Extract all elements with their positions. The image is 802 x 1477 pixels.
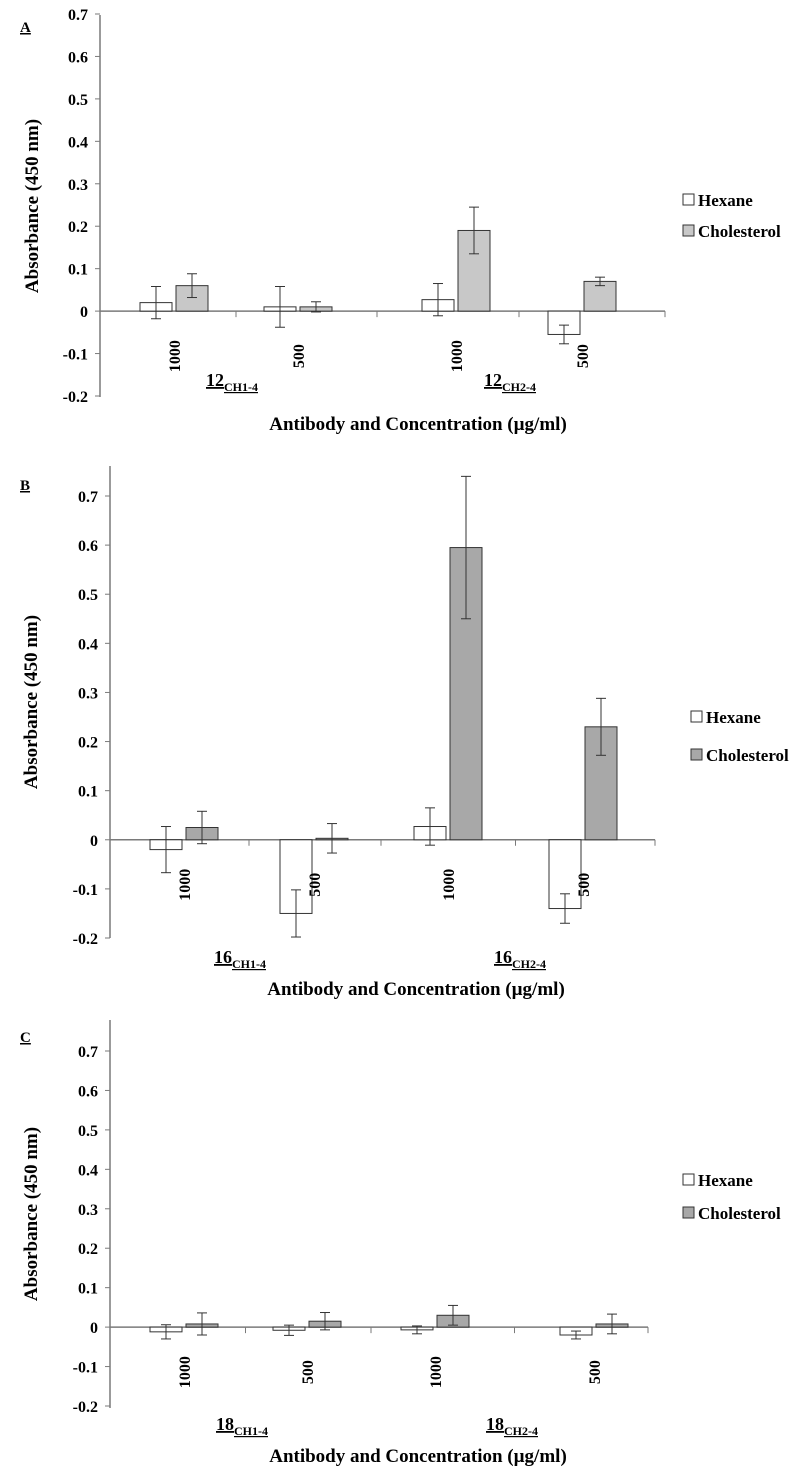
x-category-label: 1000 xyxy=(177,1356,194,1388)
group-label-sub: CH1-4 xyxy=(224,380,258,394)
y-tick-label: 0.2 xyxy=(78,735,98,752)
group-label-sub: CH1-4 xyxy=(234,1424,268,1438)
y-axis-title: Absorbance (450 nm) xyxy=(21,1127,42,1301)
y-tick-label: 0.5 xyxy=(68,92,88,109)
group-label-main: 16 xyxy=(494,947,512,967)
legend-label-cholesterol: Cholesterol xyxy=(698,1204,781,1223)
group-label-sub: CH2-4 xyxy=(504,1424,538,1438)
group-label-main: 12 xyxy=(484,370,502,390)
legend-label-hexane: Hexane xyxy=(698,191,753,210)
group-label-sub: CH2-4 xyxy=(512,957,546,971)
panel-letter: C xyxy=(20,1030,31,1046)
y-tick-label: 0.5 xyxy=(78,1123,98,1140)
x-category-label: 500 xyxy=(587,1360,604,1384)
y-tick-label: 0 xyxy=(90,833,98,850)
group-label: 18CH1-4 xyxy=(216,1414,268,1438)
y-tick-label: 0 xyxy=(80,304,88,321)
y-tick-label: 0.1 xyxy=(78,784,98,801)
x-category-label: 1000 xyxy=(441,869,458,901)
legend-swatch-hexane xyxy=(682,1173,695,1186)
x-category-label: 500 xyxy=(575,344,592,368)
x-category-label: 500 xyxy=(291,344,308,368)
y-tick-label: 0.7 xyxy=(78,489,98,506)
y-tick-label: 0.3 xyxy=(78,685,98,702)
legend-swatch-cholesterol xyxy=(690,748,703,761)
y-tick-label: 0.4 xyxy=(78,1162,98,1179)
y-tick-label: 0.7 xyxy=(68,7,88,24)
panel-letter: A xyxy=(20,20,31,36)
y-tick-label: -0.1 xyxy=(73,882,98,899)
group-label-sub: CH2-4 xyxy=(502,380,536,394)
legend-label-cholesterol: Cholesterol xyxy=(706,746,789,765)
group-label-main: 18 xyxy=(486,1414,504,1434)
legend-swatch-hexane xyxy=(690,710,703,723)
x-axis-title: Antibody and Concentration (µg/ml) xyxy=(269,414,567,435)
group-label: 16CH1-4 xyxy=(214,947,266,971)
y-tick-label: 0.5 xyxy=(78,587,98,604)
legend-swatch-cholesterol xyxy=(682,1206,695,1219)
x-category-label: 1000 xyxy=(428,1356,445,1388)
chart-panel-a: A 0.7 0.6 0.5 0.4 0.3 0.2 0.1 0 -0.1 -0.2 Absorbanc… xyxy=(20,7,781,435)
group-label-main: 12 xyxy=(206,370,224,390)
y-tick-label: 0.2 xyxy=(68,219,88,236)
chart-panel-b: B 0.7 0.6 0.5 0.4 0.3 0.2 0.1 0 -0.1 -0.2 Absorbanc… xyxy=(20,466,789,1000)
group-label: 12CH2-4 xyxy=(484,370,536,394)
y-tick-label: 0.6 xyxy=(68,49,88,66)
chart-panel-c: C 0.7 0.6 0.5 0.4 0.3 0.2 0.1 0 -0.1 -0.2 Absorbanc… xyxy=(20,1020,781,1467)
y-tick-label: -0.2 xyxy=(73,931,98,948)
y-tick-label: 0.1 xyxy=(78,1281,98,1298)
group-label: 12CH1-4 xyxy=(206,370,258,394)
legend-swatch-hexane xyxy=(682,193,695,206)
x-category-label: 1000 xyxy=(167,340,184,372)
y-axis-title: Absorbance (450 nm) xyxy=(21,615,42,789)
x-category-label: 1000 xyxy=(177,869,194,901)
group-label: 16CH2-4 xyxy=(494,947,546,971)
x-category-label: 500 xyxy=(307,873,324,897)
x-category-label: 500 xyxy=(300,1360,317,1384)
group-label: 18CH2-4 xyxy=(486,1414,538,1438)
y-axis-title: Absorbance (450 nm) xyxy=(22,119,43,293)
x-axis-title: Antibody and Concentration (µg/ml) xyxy=(269,1446,567,1467)
y-tick-label: -0.2 xyxy=(63,389,88,406)
legend-label-cholesterol: Cholesterol xyxy=(698,222,781,241)
legend-label-hexane: Hexane xyxy=(706,708,761,727)
panel-letter: B xyxy=(20,478,30,494)
x-category-label: 1000 xyxy=(449,340,466,372)
y-tick-label: 0.7 xyxy=(78,1044,98,1061)
y-tick-label: -0.2 xyxy=(73,1399,98,1416)
y-tick-label: 0 xyxy=(90,1320,98,1337)
x-category-label: 500 xyxy=(576,873,593,897)
y-tick-label: 0.2 xyxy=(78,1241,98,1258)
y-tick-label: 0.3 xyxy=(68,177,88,194)
y-tick-label: 0.3 xyxy=(78,1202,98,1219)
y-tick-label: 0.1 xyxy=(68,262,88,279)
group-label-sub: CH1-4 xyxy=(232,957,266,971)
x-axis-title: Antibody and Concentration (µg/ml) xyxy=(267,979,565,1000)
y-tick-label: 0.4 xyxy=(78,636,98,653)
group-label-main: 18 xyxy=(216,1414,234,1434)
y-tick-label: -0.1 xyxy=(73,1360,98,1377)
group-label-main: 16 xyxy=(214,947,232,967)
y-tick-label: 0.6 xyxy=(78,538,98,555)
y-tick-label: 0.6 xyxy=(78,1083,98,1100)
y-tick-label: 0.4 xyxy=(68,134,88,151)
legend-swatch-cholesterol xyxy=(682,224,695,237)
y-tick-label: -0.1 xyxy=(63,347,88,364)
legend-label-hexane: Hexane xyxy=(698,1171,753,1190)
